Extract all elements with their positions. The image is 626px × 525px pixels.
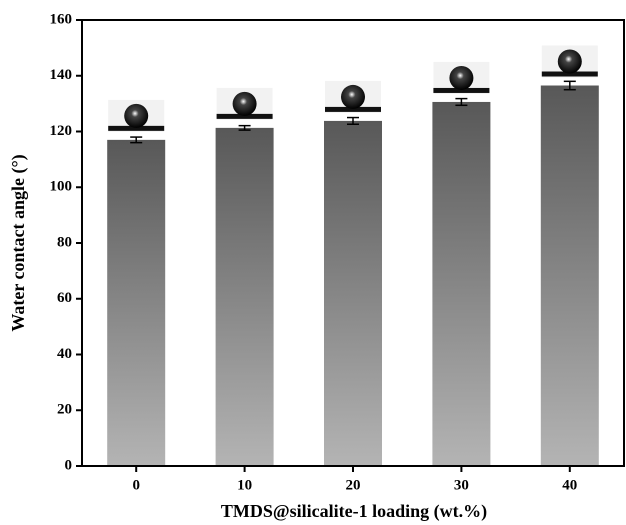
y-tick-label: 40: [57, 346, 72, 362]
droplet: [449, 65, 474, 90]
x-tick-label: 40: [562, 477, 577, 493]
y-tick-label: 60: [57, 290, 72, 306]
bar: [540, 85, 599, 466]
droplet-substrate: [541, 71, 598, 77]
droplet: [341, 84, 365, 109]
bar: [215, 127, 274, 466]
y-tick-label: 120: [50, 123, 73, 139]
x-axis-title: TMDS@silicalite-1 loading (wt.%): [221, 501, 487, 522]
droplet-substrate: [433, 87, 490, 93]
y-tick-label: 20: [57, 402, 72, 418]
droplet-substrate: [216, 113, 273, 119]
x-tick-label: 0: [132, 477, 140, 493]
droplet-substrate: [108, 125, 165, 131]
y-axis-title: Water contact angle (°): [8, 154, 29, 331]
y-tick-label: 100: [50, 179, 73, 195]
y-tick-label: 160: [50, 11, 73, 27]
bar: [324, 120, 382, 466]
plot-frame: [81, 19, 625, 467]
bar: [107, 139, 166, 467]
y-tick-label: 140: [50, 67, 73, 83]
droplet: [124, 103, 149, 128]
droplet: [232, 91, 257, 116]
bar: [432, 101, 491, 466]
x-tick-label: 10: [237, 477, 252, 493]
x-tick-label: 30: [454, 477, 469, 493]
droplet-substrate: [325, 106, 381, 112]
droplet: [557, 49, 582, 74]
y-tick-label: 80: [57, 234, 72, 250]
x-tick-label: 20: [346, 477, 361, 493]
y-tick-label: 0: [65, 457, 73, 473]
